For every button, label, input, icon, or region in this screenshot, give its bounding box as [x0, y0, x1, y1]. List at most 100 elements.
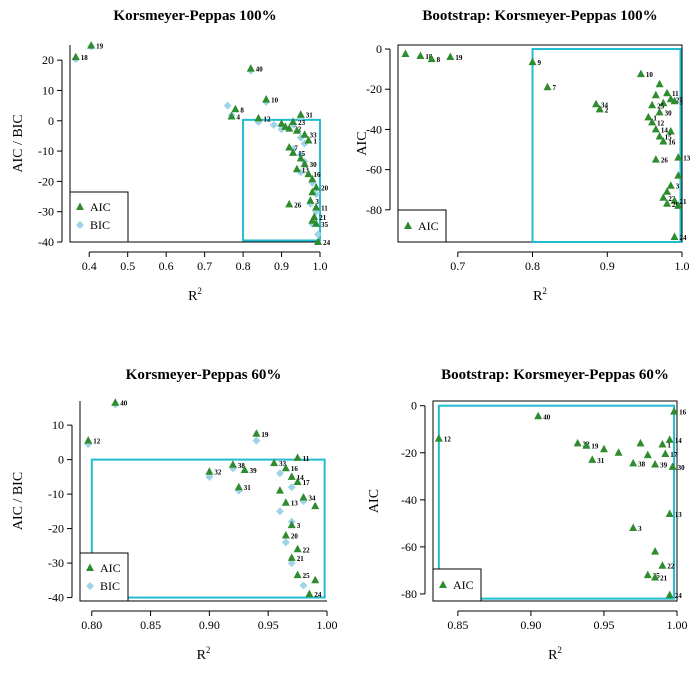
- aic-point: [666, 181, 675, 189]
- point-label: 7: [552, 84, 556, 92]
- x-axis-title: R2: [548, 645, 562, 663]
- x-tick-label: 0.95: [593, 618, 614, 632]
- aic-point: [277, 119, 286, 127]
- aic-point: [595, 104, 604, 113]
- aic-point: [582, 441, 591, 449]
- aic-point: [292, 164, 301, 173]
- point-label: 9: [538, 59, 542, 67]
- x-axis-title-sup: 2: [557, 645, 562, 655]
- aic-point: [434, 434, 443, 442]
- aic-point: [305, 589, 314, 598]
- x-tick-label: 0.90: [520, 618, 541, 632]
- aic-point: [308, 174, 317, 183]
- chart-title: Korsmeyer-Peppas 100%: [113, 8, 276, 24]
- legend-label: AIC: [90, 200, 111, 214]
- aic-point: [281, 498, 290, 506]
- bic-point: [275, 507, 284, 516]
- point-label: 39: [660, 462, 668, 470]
- point-label: 20: [291, 532, 299, 540]
- y-tick-label: -40: [48, 591, 64, 605]
- point-label: 3: [638, 525, 642, 533]
- aic-point: [543, 82, 552, 91]
- x-axis-title: R2: [197, 645, 211, 663]
- point-label: 8: [437, 56, 441, 64]
- aic-point: [240, 465, 249, 473]
- y-tick-label: 0: [58, 453, 64, 467]
- point-label: 2: [605, 106, 609, 114]
- legend-box: [79, 552, 129, 602]
- aic-point: [314, 237, 323, 245]
- bic-point: [205, 472, 214, 481]
- aic-point: [87, 41, 96, 49]
- bic-point: [223, 101, 232, 110]
- aic-point: [670, 232, 679, 240]
- x-tick-label: 0.5: [120, 259, 135, 273]
- point-label: 31: [597, 457, 605, 465]
- y-tick-label: -80: [401, 587, 417, 601]
- x-axis-title-sup: 2: [197, 286, 202, 296]
- x-axis-title: R2: [188, 286, 202, 304]
- point-label: 3: [676, 183, 680, 191]
- point-label: 10: [646, 71, 654, 79]
- aic-point: [262, 95, 271, 103]
- aic-point: [644, 112, 653, 121]
- x-tick-label: 0.9: [274, 259, 289, 273]
- aic-point: [663, 199, 672, 207]
- aic-point: [111, 398, 120, 406]
- legend-bic-marker: [76, 221, 84, 229]
- aic-point: [668, 462, 677, 470]
- x-tick-label: 0.7: [450, 259, 465, 273]
- aic-point: [300, 130, 309, 138]
- aic-point: [670, 96, 679, 105]
- aic-point: [592, 99, 601, 108]
- aic-point: [281, 530, 290, 539]
- point-label: 31: [244, 484, 252, 492]
- bic-point: [314, 230, 323, 239]
- x-tick-label: 1.00: [317, 618, 338, 632]
- y-tick-label: -10: [38, 144, 54, 158]
- x-axis-title-main: R: [533, 289, 543, 304]
- aic-point: [234, 482, 243, 491]
- aic-point: [293, 570, 302, 579]
- aic-point: [252, 429, 261, 437]
- y-tick-label: -20: [401, 446, 417, 460]
- point-label: 40: [256, 66, 264, 74]
- aic-point: [254, 113, 263, 122]
- point-label: 17: [303, 479, 311, 487]
- point-label: 18: [425, 53, 433, 61]
- y-tick-label: -60: [366, 163, 382, 177]
- aic-point: [648, 100, 657, 109]
- aic-point: [663, 187, 672, 195]
- chart-kp60: Korsmeyer-Peppas 60% 0.80 0.85 0.90 0.95 1.00…: [0, 339, 350, 677]
- x-axis-title-main: R: [188, 289, 198, 304]
- y-tick-label: -40: [366, 122, 382, 136]
- legend-aic-marker: [439, 580, 447, 588]
- point-label: 15: [298, 150, 306, 158]
- aic-point: [658, 561, 667, 569]
- aic-point: [227, 112, 236, 120]
- chart-title: Korsmeyer-Peppas 60%: [126, 367, 282, 383]
- aic-point: [84, 436, 93, 444]
- point-label: 16: [313, 171, 321, 179]
- legend-box: [69, 191, 129, 243]
- aic-point: [665, 590, 674, 599]
- y-tick-label: 10: [52, 418, 64, 432]
- x-axis-title-sup: 2: [542, 286, 547, 296]
- aic-point: [246, 64, 255, 72]
- y-tick-label: -40: [38, 235, 54, 249]
- point-label: 16: [668, 138, 676, 146]
- point-label: 3: [680, 98, 684, 106]
- aic-point: [670, 196, 679, 204]
- aic-point: [285, 199, 294, 208]
- legend-aic-marker: [404, 221, 412, 229]
- aic-point: [446, 52, 455, 61]
- x-axis-title-main: R: [197, 648, 207, 663]
- aic-point: [312, 219, 321, 227]
- aic-point: [670, 407, 679, 415]
- point-label: 16: [679, 409, 687, 417]
- aic-point: [651, 572, 660, 581]
- aic-point: [651, 90, 660, 99]
- aic-point: [663, 88, 672, 97]
- point-label: 13: [683, 155, 691, 163]
- aic-point: [311, 501, 320, 510]
